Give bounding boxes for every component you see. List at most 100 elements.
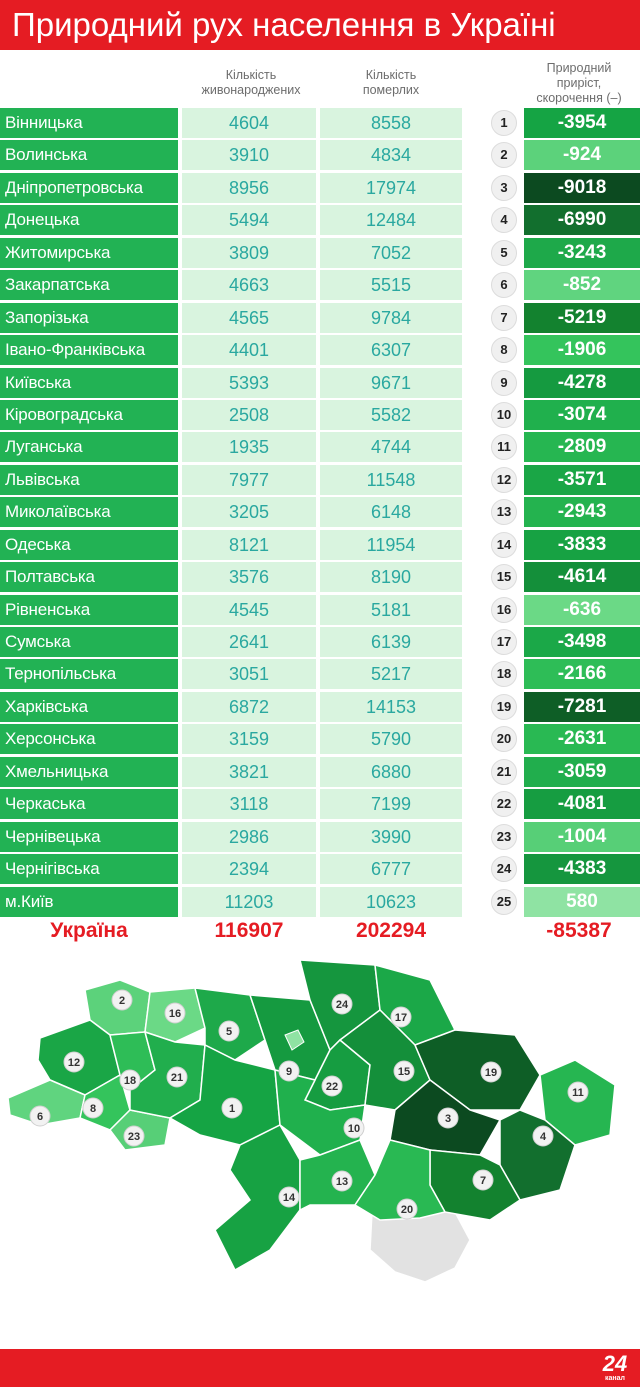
deaths-value: 11548 [320, 464, 462, 495]
svg-text:10: 10 [348, 1123, 360, 1135]
growth-value: -2166 [524, 659, 640, 690]
svg-text:6: 6 [37, 1111, 43, 1123]
svg-text:23: 23 [128, 1131, 140, 1143]
svg-text:5: 5 [226, 1026, 232, 1038]
births-value: 3205 [182, 497, 316, 528]
region-name: м.Київ [0, 886, 178, 917]
rank-number: 11 [491, 434, 517, 461]
births-value: 7977 [182, 464, 316, 495]
rank-badge: 16 [489, 595, 519, 625]
births-value: 2394 [182, 854, 316, 885]
births-value: 5393 [182, 367, 316, 398]
header-growth: Природний приріст, скорочення (–) [518, 58, 640, 108]
region-name: Черкаська [0, 789, 178, 820]
deaths-value: 9671 [320, 367, 462, 398]
deaths-value: 9784 [320, 302, 462, 333]
table-row: Івано-Франківська 4401 6307 8 -1906 [0, 335, 640, 367]
births-value: 4401 [182, 335, 316, 366]
births-value: 4604 [182, 108, 316, 138]
region-name: Львівська [0, 464, 178, 495]
region-name: Івано-Франківська [0, 335, 178, 366]
table-row: Рівненська 4545 5181 16 -636 [0, 594, 640, 627]
region-name: Волинська [0, 140, 178, 171]
rank-number: 22 [491, 791, 517, 818]
header-growth-line: скорочення (–) [536, 90, 622, 105]
svg-text:19: 19 [485, 1067, 497, 1079]
rank-number: 14 [491, 531, 517, 558]
svg-text:15: 15 [398, 1066, 410, 1078]
svg-text:17: 17 [395, 1012, 407, 1024]
rank-number: 8 [491, 337, 517, 364]
rank-number: 24 [491, 856, 517, 883]
rank-badge: 22 [489, 789, 519, 819]
deaths-value: 8190 [320, 562, 462, 593]
rank-badge: 13 [489, 497, 519, 527]
region-name: Кіровоградська [0, 399, 178, 430]
rank-badge: 8 [489, 335, 519, 365]
header-deaths-line: Кількість [365, 68, 417, 82]
svg-text:7: 7 [480, 1175, 486, 1187]
svg-text:12: 12 [68, 1057, 80, 1069]
growth-value: -3833 [524, 529, 640, 560]
rank-badge: 5 [489, 238, 519, 268]
rank-number: 21 [491, 758, 517, 785]
growth-value: -2943 [524, 497, 640, 528]
births-value: 11203 [182, 886, 316, 917]
svg-text:20: 20 [401, 1204, 413, 1216]
births-value: 1935 [182, 432, 316, 463]
page-title: Природний рух населення в Україні [0, 0, 640, 50]
deaths-value: 17974 [320, 172, 462, 203]
footer-bar: 24 канал [0, 1349, 640, 1387]
totals-row: Україна 116907 202294 -85387 [0, 913, 640, 949]
rank-badge: 25 [489, 887, 519, 917]
table-row: Черкаська 3118 7199 22 -4081 [0, 789, 640, 821]
growth-value: -3059 [524, 756, 640, 787]
region-name: Чернігівська [0, 854, 178, 885]
rank-badge: 15 [489, 562, 519, 592]
svg-text:13: 13 [336, 1176, 348, 1188]
region-name: Закарпатська [0, 270, 178, 301]
growth-value: -1004 [524, 821, 640, 852]
region-name: Донецька [0, 205, 178, 236]
header-deaths: Кількість померлих [320, 58, 462, 108]
rank-badge: 11 [489, 432, 519, 462]
deaths-value: 6777 [320, 854, 462, 885]
table-row: Тернопільська 3051 5217 18 -2166 [0, 659, 640, 691]
svg-text:2: 2 [119, 995, 125, 1007]
rank-badge: 2 [489, 140, 519, 170]
births-value: 2986 [182, 821, 316, 852]
header-births-line: Кількість [225, 68, 277, 82]
rank-number: 20 [491, 726, 517, 753]
svg-text:22: 22 [326, 1081, 338, 1093]
rank-number: 3 [491, 174, 517, 201]
births-value: 8121 [182, 529, 316, 560]
table-row: Чернігівська 2394 6777 24 -4383 [0, 854, 640, 886]
rank-badge: 20 [489, 724, 519, 754]
table-row: Запорізька 4565 9784 7 -5219 [0, 302, 640, 335]
region-name: Дніпропетровська [0, 172, 178, 203]
table-row: Одеська 8121 11954 14 -3833 [0, 529, 640, 562]
svg-text:1: 1 [229, 1103, 235, 1115]
region-name: Вінницька [0, 108, 178, 138]
table-row: Чернівецька 2986 3990 23 -1004 [0, 821, 640, 854]
growth-value: -3954 [524, 108, 640, 138]
region-name: Рівненська [0, 594, 178, 625]
region-name: Харківська [0, 691, 178, 722]
svg-text:8: 8 [90, 1103, 96, 1115]
rank-badge: 24 [489, 854, 519, 884]
rank-number: 9 [491, 369, 517, 396]
births-value: 3910 [182, 140, 316, 171]
growth-value: -3571 [524, 464, 640, 495]
births-value: 6872 [182, 691, 316, 722]
growth-value: -4383 [524, 854, 640, 885]
growth-value: -7281 [524, 691, 640, 722]
rank-number: 23 [491, 823, 517, 850]
region-name: Миколаївська [0, 497, 178, 528]
deaths-value: 5217 [320, 659, 462, 690]
region-name: Житомирська [0, 237, 178, 268]
svg-text:18: 18 [124, 1075, 136, 1087]
logo-number: 24 [602, 1351, 628, 1376]
rank-badge: 6 [489, 270, 519, 300]
deaths-value: 7052 [320, 237, 462, 268]
table-row: Полтавська 3576 8190 15 -4614 [0, 562, 640, 594]
